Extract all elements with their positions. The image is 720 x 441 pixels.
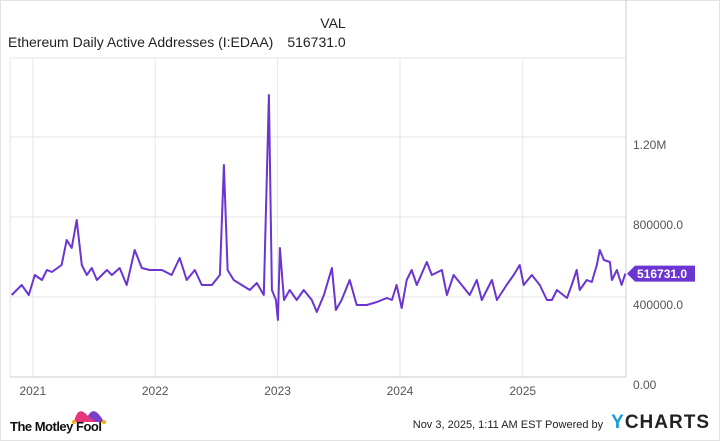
y-tick-label: 0.00 bbox=[633, 378, 657, 392]
x-tick-label: 2025 bbox=[509, 384, 536, 398]
logo-text: The Motley Fool bbox=[10, 419, 102, 434]
x-tick-label: 2023 bbox=[264, 384, 291, 398]
x-tick-label: 2021 bbox=[19, 384, 46, 398]
last-value-badge bbox=[627, 265, 695, 282]
column-header-val: VAL bbox=[320, 15, 346, 31]
timestamp: Nov 3, 2025, 1:11 AM EST bbox=[412, 419, 542, 431]
legend-series-name: Ethereum Daily Active Addresses (I:EDAA) bbox=[8, 34, 274, 50]
x-tick-label: 2022 bbox=[142, 384, 169, 398]
legend-series-value: 516731.0 bbox=[287, 34, 346, 50]
y-tick-label: 1.20M bbox=[633, 138, 666, 152]
footer-right: Nov 3, 2025, 1:11 AM EST Powered by YCHA… bbox=[413, 412, 710, 434]
ycharts-text: CHARTS bbox=[624, 412, 710, 433]
ycharts-y: Y bbox=[611, 412, 625, 433]
jester-hat-icon bbox=[72, 411, 106, 424]
x-tick-label: 2024 bbox=[387, 384, 414, 398]
last-value-label: 516731.0 bbox=[637, 267, 687, 281]
legend-header: VAL Ethereum Daily Active Addresses (I:E… bbox=[8, 14, 346, 51]
series-line bbox=[10, 94, 627, 321]
ycharts-logo[interactable]: YCHARTS bbox=[611, 412, 710, 434]
y-tick-label: 400000.0 bbox=[633, 298, 683, 312]
powered-by: Powered by bbox=[545, 419, 604, 431]
y-tick-label: 800000.0 bbox=[633, 218, 683, 232]
footer-timestamp: Nov 3, 2025, 1:11 AM EST Powered by bbox=[413, 419, 603, 431]
motley-fool-logo: The Motley Fool bbox=[10, 411, 106, 434]
